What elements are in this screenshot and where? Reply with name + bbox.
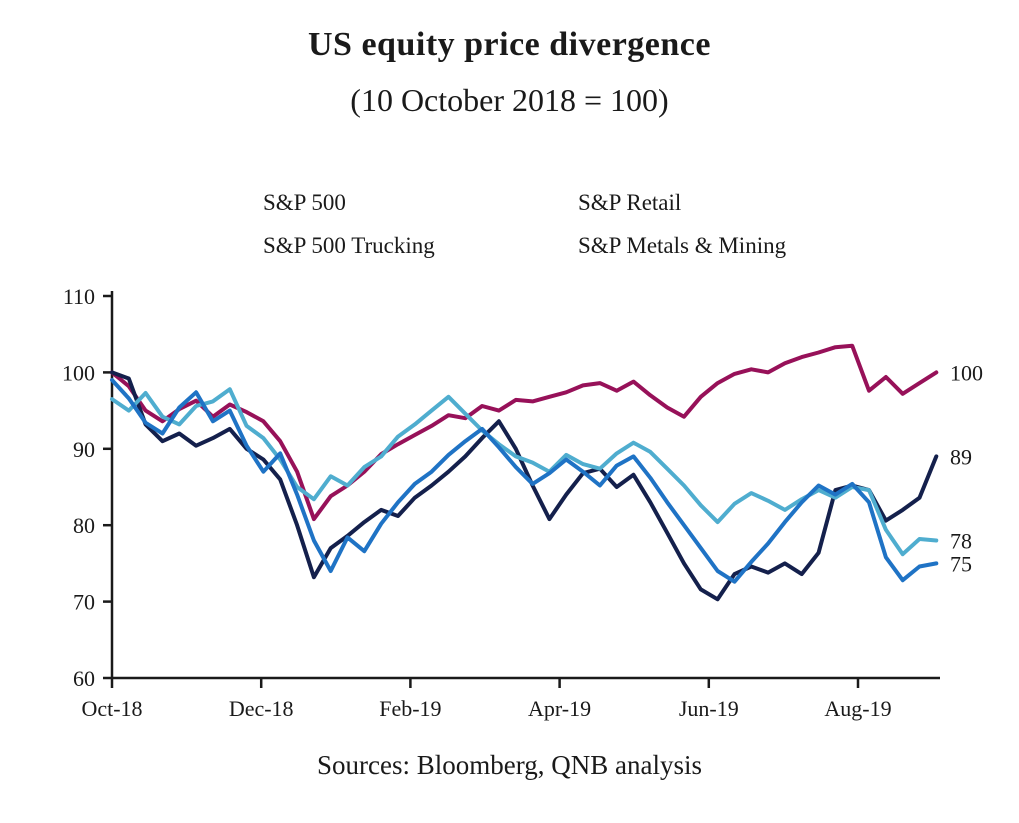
x-axis-tick-label: Apr-19 <box>528 696 591 721</box>
series-end-label-sandp-retail: 89 <box>950 444 972 469</box>
legend-item-sp-metals-mining: S&P Metals & Mining <box>578 233 787 258</box>
x-axis-tick-label: Feb-19 <box>379 696 441 721</box>
series-line-sandp-500 <box>110 343 939 522</box>
legend-item-sp-retail: S&P Retail <box>578 190 682 215</box>
y-axis-tick-label: 90 <box>73 437 95 462</box>
series-end-label-sandp-500-trucking: 78 <box>950 528 972 553</box>
legend-item-sp-500-trucking: S&P 500 Trucking <box>263 233 435 258</box>
x-axis-tick-label: Aug-19 <box>824 696 891 721</box>
y-axis-tick-label: 70 <box>73 590 95 615</box>
y-axis-tick-label: 60 <box>73 666 95 691</box>
y-axis-tick-label: 110 <box>63 284 95 309</box>
series-end-label-sandp-500: 100 <box>950 360 983 385</box>
source-text: Sources: Bloomberg, QNB analysis <box>317 750 702 780</box>
chart-title: US equity price divergence <box>308 26 711 63</box>
x-axis-tick-label: Oct-18 <box>81 696 142 721</box>
series-line-sandp-metals-and-mining <box>110 378 939 584</box>
chart-legend: S&P 500 S&P Retail S&P 500 Trucking S&P … <box>263 190 786 259</box>
x-axis-tick-label: Jun-19 <box>679 696 739 721</box>
series-end-label-sandp-metals-and-mining: 75 <box>950 551 972 576</box>
chart-subtitle: (10 October 2018 = 100) <box>350 82 669 118</box>
y-axis-tick-label: 80 <box>73 513 95 538</box>
series-line-sandp-500-trucking <box>110 387 939 557</box>
legend-item-sp-500: S&P 500 <box>263 190 346 215</box>
y-axis-tick-label: 100 <box>62 360 95 385</box>
x-axis-tick-label: Dec-18 <box>229 696 294 721</box>
